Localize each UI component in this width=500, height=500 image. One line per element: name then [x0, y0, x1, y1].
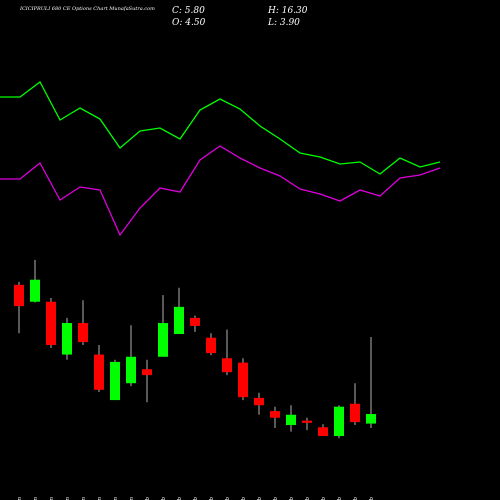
candle-body — [222, 358, 232, 373]
candle-body — [334, 406, 344, 437]
info-low: L: 3.90 — [267, 18, 300, 28]
x-tick-label: 31 Jan — [129, 497, 135, 500]
x-tick-label: 03 Feb — [161, 497, 167, 500]
candle-body — [302, 420, 312, 423]
candle-body — [270, 411, 280, 418]
x-tick-label: 04 Feb — [177, 497, 183, 500]
candle-body — [190, 317, 200, 326]
x-tick-label: 29 Jan — [97, 497, 103, 500]
info-high: H: 16.30 — [267, 6, 308, 16]
x-tick-label: 20 Feb — [369, 497, 375, 500]
candle-body — [46, 301, 56, 346]
line-series — [0, 81, 441, 175]
candle-body — [206, 337, 216, 354]
candle-body — [238, 362, 248, 398]
candle-body — [126, 356, 136, 384]
x-tick-label: 05 Feb — [193, 497, 199, 500]
candle-body — [62, 323, 72, 355]
x-tick-label: 22 Jan — [33, 497, 39, 500]
candle-body — [142, 369, 152, 376]
x-tick-label: 11 Feb — [257, 497, 263, 500]
candle-body — [174, 306, 184, 335]
candle-body — [94, 354, 104, 390]
x-tick-label: 19 Feb — [353, 497, 359, 500]
x-tick-label: 27 Jan — [65, 497, 71, 500]
x-tick-label: 17 Feb — [321, 497, 327, 500]
x-tick-label: 23 Jan — [49, 497, 55, 500]
candle-body — [78, 323, 88, 343]
candle-body — [350, 403, 360, 423]
candle-body — [30, 279, 40, 302]
x-tick-label: 14 Feb — [305, 497, 311, 500]
candle-body — [318, 427, 328, 437]
candle-body — [158, 323, 168, 357]
x-tick-label: 28 Jan — [81, 497, 87, 500]
x-tick-label: 30 Jan — [113, 497, 119, 500]
x-tick-label: 07 Feb — [225, 497, 231, 500]
info-close: C: 5.80 — [172, 6, 205, 16]
candle-body — [110, 361, 120, 401]
x-tick-label: 21 Jan — [17, 497, 23, 500]
candle-body — [254, 397, 264, 406]
x-tick-label: 18 Feb — [337, 497, 343, 500]
x-tick-label: 10 Feb — [241, 497, 247, 500]
candle-body — [366, 414, 376, 424]
candle-body — [286, 414, 296, 426]
line-series — [0, 145, 441, 237]
x-tick-label: 13 Feb — [289, 497, 295, 500]
x-tick-label: 01 Feb — [145, 497, 151, 500]
x-tick-label: 12 Feb — [273, 497, 279, 500]
candle-body — [14, 284, 24, 307]
chart-title: ICICIPRULI 680 CE Options Chart MunafaSu… — [19, 6, 155, 12]
info-open: O: 4.50 — [172, 18, 206, 28]
x-tick-label: 06 Feb — [209, 497, 215, 500]
